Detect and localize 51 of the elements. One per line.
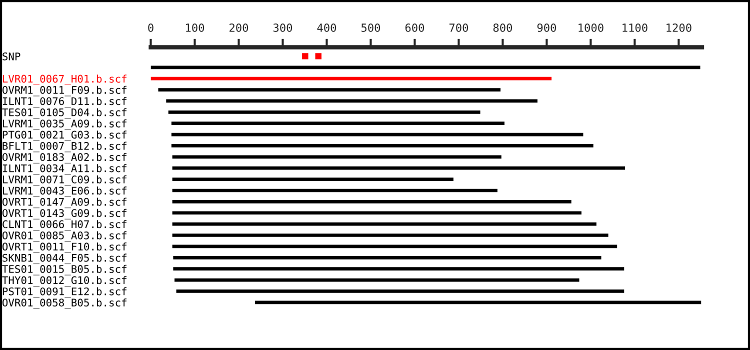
x-tick-label: 100	[186, 24, 204, 32]
y-tick-label: SNP	[2, 52, 20, 60]
x-tick-label: 1200	[666, 24, 692, 32]
bar	[172, 155, 502, 159]
bar	[150, 66, 700, 70]
y-tick-label: SKNB1_0044_F05.b.scf	[2, 254, 126, 264]
bar	[171, 122, 504, 126]
y-tick-label: LVRM1_0043_E06.b.scf	[3, 186, 126, 197]
y-tick-label: ILNT1_0034_A11.b.scf	[2, 164, 126, 175]
y-tick-label: OVRT1_0011_F10.b.scf	[2, 242, 126, 253]
y-tick-label: OVRT1_0147_A09.b.scf	[2, 198, 126, 208]
y-tick-label: CLNT1_0066_H07.b.scf	[2, 220, 126, 230]
x-tick-label: 600	[405, 24, 424, 32]
bar	[173, 256, 602, 260]
x-tick-label: 300	[273, 24, 292, 32]
x-tick-label: 1000	[578, 24, 604, 32]
y-tick-label: THY01_0012_G10.b.scf	[2, 276, 126, 286]
x-tick-label: 200	[230, 24, 248, 32]
bar	[172, 178, 454, 181]
bar	[158, 88, 501, 92]
y-tick-label: OVRM1_0183_A02.b.scf	[2, 152, 126, 164]
bar	[172, 234, 608, 237]
x-tick-label: 1100	[622, 24, 648, 32]
y-tick-label: LVR01_0067_H01.b.scf	[3, 74, 126, 85]
x-tick-label: 700	[449, 24, 468, 32]
y-tick-label: PTG01_0021_G03.b.scf	[2, 130, 126, 141]
bar	[176, 290, 624, 293]
bar	[172, 200, 572, 204]
bar	[173, 267, 624, 271]
bar	[172, 166, 626, 170]
x-tick-label: 800	[493, 24, 512, 32]
y-tick-label: PST01_0091_E12.b.scf	[2, 287, 126, 298]
y-tick-label: TES01_0105_D04.b.scf	[2, 108, 126, 119]
x-tick-label: 400	[317, 24, 336, 32]
bar	[168, 110, 480, 114]
y-tick-label: BFLT1_0007_B12.b.scf	[2, 142, 126, 152]
y-tick-label: ILNT1_0076_D11.b.scf	[2, 97, 126, 108]
x-tick-label: 500	[361, 24, 380, 32]
y-tick-label: OVR01_0085_A03.b.scf	[2, 231, 126, 242]
y-tick-label: OVR01_0058_B05.b.scf	[2, 298, 126, 309]
y-tick-label: TES01_0015_B05.b.scf	[2, 264, 126, 276]
y-tick-label: LVRM1_0035_A09.b.scf	[3, 119, 126, 130]
y-tick-label: OVRM1_0011_F09.b.scf	[2, 86, 126, 96]
bar	[150, 76, 552, 80]
bar	[172, 211, 582, 215]
x-tick-label: 900	[537, 24, 556, 32]
bar	[171, 144, 594, 148]
y-tick-label: OVRT1_0143_G09.b.scf	[2, 208, 126, 220]
x-tick-label: 0	[148, 24, 154, 32]
bar	[255, 300, 702, 304]
y-tick-label: LVRM1_0071_C09.b.scf	[3, 175, 126, 186]
